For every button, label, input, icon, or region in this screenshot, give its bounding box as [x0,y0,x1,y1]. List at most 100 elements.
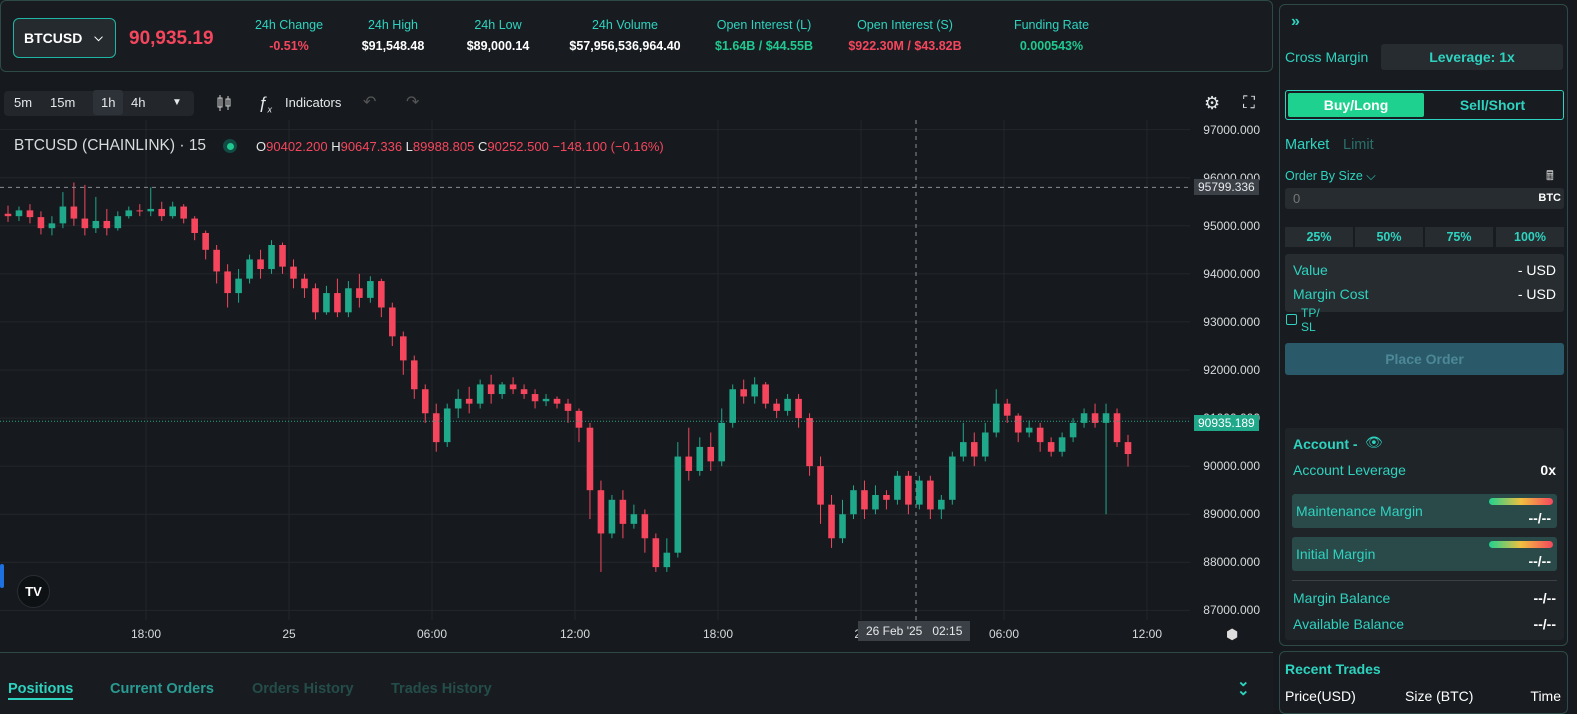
cross-margin-label[interactable]: Cross Margin [1285,49,1369,65]
candle-body [970,442,978,457]
candle-body [367,281,374,298]
available-balance-value: --/-- [1533,616,1556,632]
status-dot-icon [223,139,237,153]
candle-body [378,281,385,308]
fullscreen-icon[interactable]: ⛶ [1243,93,1255,112]
stat-label: 24h Low [474,18,522,32]
symbol-selector[interactable]: BTCUSD ⌵ [13,18,116,58]
tab-current-orders[interactable]: Current Orders [110,681,214,697]
candle-body [81,218,89,229]
account-leverage-value: 0x [1540,462,1556,478]
timeframe-1h[interactable]: 1h [93,90,124,115]
candle-body [740,389,747,397]
candle-body [553,398,561,404]
candle-body [224,271,231,294]
collapse-chevron-icon[interactable]: ⌄ ⌄ [1237,673,1250,699]
margin-cost-amount: - USD [1517,286,1556,302]
tab-limit[interactable]: Limit [1343,137,1374,153]
tab-orders-history[interactable]: Orders History [252,681,354,697]
candle-body [839,514,846,539]
candle-body [641,514,649,539]
timeframe-4h[interactable]: 4h [131,95,146,110]
divider [1292,580,1557,581]
tab-positions[interactable]: Positions [8,681,74,700]
indicators-button[interactable]: Indicators [285,95,342,110]
tradingview-logo: TV [17,575,50,608]
y-tick-label: 95000.000 [1203,218,1260,233]
expand-panel-icon[interactable]: » [1291,13,1300,30]
col-size: Size (BTC) [1405,688,1474,704]
hexagon-icon[interactable]: ⬢ [1226,626,1239,642]
stat-label: Open Interest (S) [857,18,953,32]
candle-body [400,336,407,361]
timeframe-5m[interactable]: 5m [14,95,33,110]
col-price: Price(USD) [1285,688,1356,704]
candle-body [784,398,791,411]
candle-body [454,398,462,409]
left-edge-handle[interactable] [0,564,4,588]
pct-25-button[interactable]: 25% [1285,227,1353,247]
candle-body [48,223,56,229]
candle-body [257,259,264,270]
candle-body [136,210,144,212]
candle-body [37,217,45,229]
value-amount: - USD [1517,262,1556,278]
candle-body [674,456,682,553]
buy-long-button[interactable]: Buy/Long [1288,93,1424,117]
candle-body [872,495,879,510]
candle-body [817,466,824,505]
candle-body [235,278,242,294]
candle-body [421,389,429,414]
redo-icon[interactable]: ↷ [406,94,420,111]
calculator-icon[interactable]: 🖩 [1546,168,1554,183]
leverage-button[interactable]: Leverage: 1x [1381,44,1563,70]
candle-body [1102,413,1110,423]
pct-100-button[interactable]: 100% [1496,227,1564,247]
x-tick-label: 18:00 [702,627,734,641]
candle-style-icon[interactable] [216,88,232,118]
candle-body [960,442,967,457]
tab-trades-history[interactable]: Trades History [391,681,492,697]
tab-market[interactable]: Market [1285,137,1330,153]
timeframe-15m[interactable]: 15m [50,95,76,110]
size-input[interactable]: 0 BTC [1285,188,1564,209]
order-summary: Value - USD Margin Cost - USD [1285,254,1564,312]
pct-75-button[interactable]: 75% [1425,227,1493,247]
col-time: Time [1530,688,1561,704]
candle-body [279,245,286,267]
candle-body [15,210,23,217]
candle-body [1080,413,1088,423]
eye-icon[interactable]: 👁 [1365,434,1383,450]
indicators-icon[interactable]: ƒx [258,93,272,115]
size-placeholder: 0 [1293,191,1301,206]
order-panel: » Cross Margin Leverage: 1x Buy/Long Sel… [1279,4,1568,646]
initial-gauge [1489,541,1553,548]
candle-body [290,266,297,279]
candle-body [1014,415,1022,433]
pct-50-button[interactable]: 50% [1355,227,1423,247]
stat-value: $1.64B / $44.55B [715,39,813,53]
place-order-button[interactable]: Place Order [1285,343,1564,375]
candle-body [520,389,528,395]
price-chart[interactable] [0,120,1273,650]
last-price: 90,935.19 [129,28,214,49]
candle-body [114,216,122,229]
order-by-dropdown[interactable]: Order By Size ⌵ [1285,169,1376,184]
candle-body [608,499,616,534]
y-tick-label: 93000.000 [1203,314,1260,329]
timeframe-dropdown-icon[interactable]: ▼ [172,97,182,108]
ohlc-low: 89988.805 [412,139,475,154]
gear-icon[interactable]: ⚙ [1204,93,1221,113]
candle-body [509,384,517,390]
tpsl-checkbox[interactable] [1286,314,1297,325]
candle-body [1036,427,1044,443]
candle-body [213,249,220,272]
sell-short-button[interactable]: Sell/Short [1459,97,1526,113]
stat-value: $922.30M / $43.82B [848,39,962,53]
candle-body [685,456,693,471]
stat-24h-volume: 24h Volume $57,956,536,964.40 [565,18,685,53]
order-by-label: Order By Size [1285,169,1363,183]
candle-body [1047,442,1055,452]
candle-body [356,288,363,298]
undo-icon[interactable]: ↶ [363,94,377,111]
